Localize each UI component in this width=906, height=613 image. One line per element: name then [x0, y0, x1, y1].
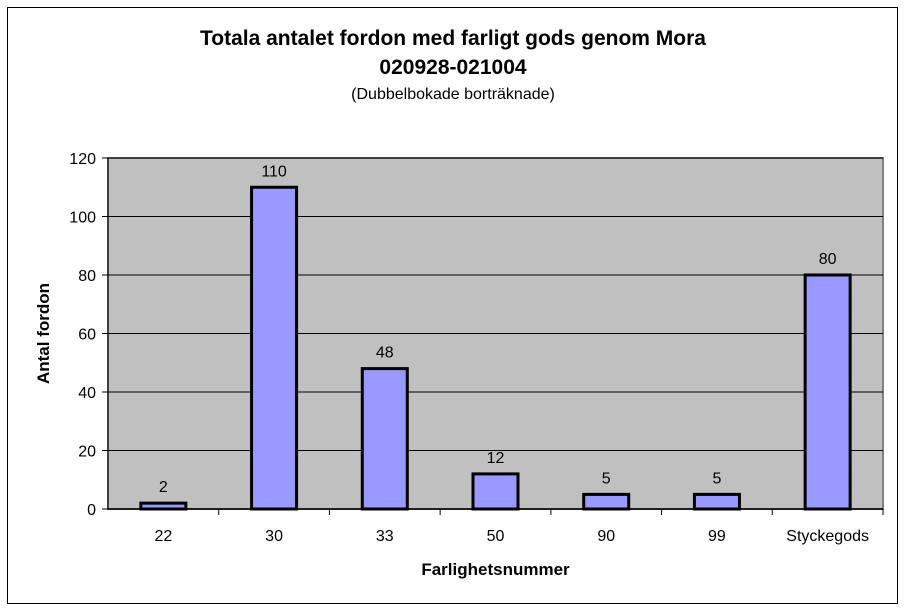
y-tick-label: 0 — [87, 502, 96, 519]
x-tick-label: 30 — [265, 528, 283, 545]
gridlines — [108, 157, 883, 451]
bar — [471, 472, 520, 511]
bar — [360, 367, 409, 511]
y-tick-label: 80 — [78, 268, 96, 285]
y-tick-label: 40 — [78, 385, 96, 402]
bar — [139, 501, 188, 511]
data-label: 48 — [376, 345, 394, 362]
data-label: 80 — [819, 251, 837, 268]
x-tick-label: 22 — [154, 528, 172, 545]
axes — [102, 157, 884, 515]
bars — [139, 185, 852, 511]
x-axis-title: Farlighetsnummer — [421, 560, 570, 579]
data-label: 5 — [602, 470, 611, 487]
data-label: 12 — [487, 450, 505, 467]
labels: 020406080100120222110304833125059059980S… — [69, 151, 869, 545]
data-label: 110 — [261, 163, 287, 180]
data-label: 2 — [159, 479, 168, 496]
data-label: 5 — [712, 470, 721, 487]
bar — [692, 492, 741, 511]
chart-title: Totala antalet fordon med farligt gods g… — [200, 27, 706, 50]
bar — [250, 185, 299, 511]
y-tick-label: 120 — [69, 151, 96, 168]
y-tick-label: 20 — [78, 444, 96, 461]
y-tick-label: 60 — [78, 327, 96, 344]
x-tick-label: 33 — [376, 528, 394, 545]
chart-note: (Dubbelbokade borträknade) — [351, 86, 555, 103]
y-axis-title: Antal fordon — [34, 283, 53, 384]
x-tick-label: Styckegods — [786, 528, 869, 545]
chart-subtitle: 020928-021004 — [379, 56, 527, 79]
x-tick-label: 90 — [597, 528, 615, 545]
x-tick-label: 99 — [708, 528, 726, 545]
bar — [582, 492, 631, 511]
bar — [803, 273, 852, 511]
y-tick-label: 100 — [69, 210, 96, 227]
x-tick-label: 50 — [487, 528, 505, 545]
